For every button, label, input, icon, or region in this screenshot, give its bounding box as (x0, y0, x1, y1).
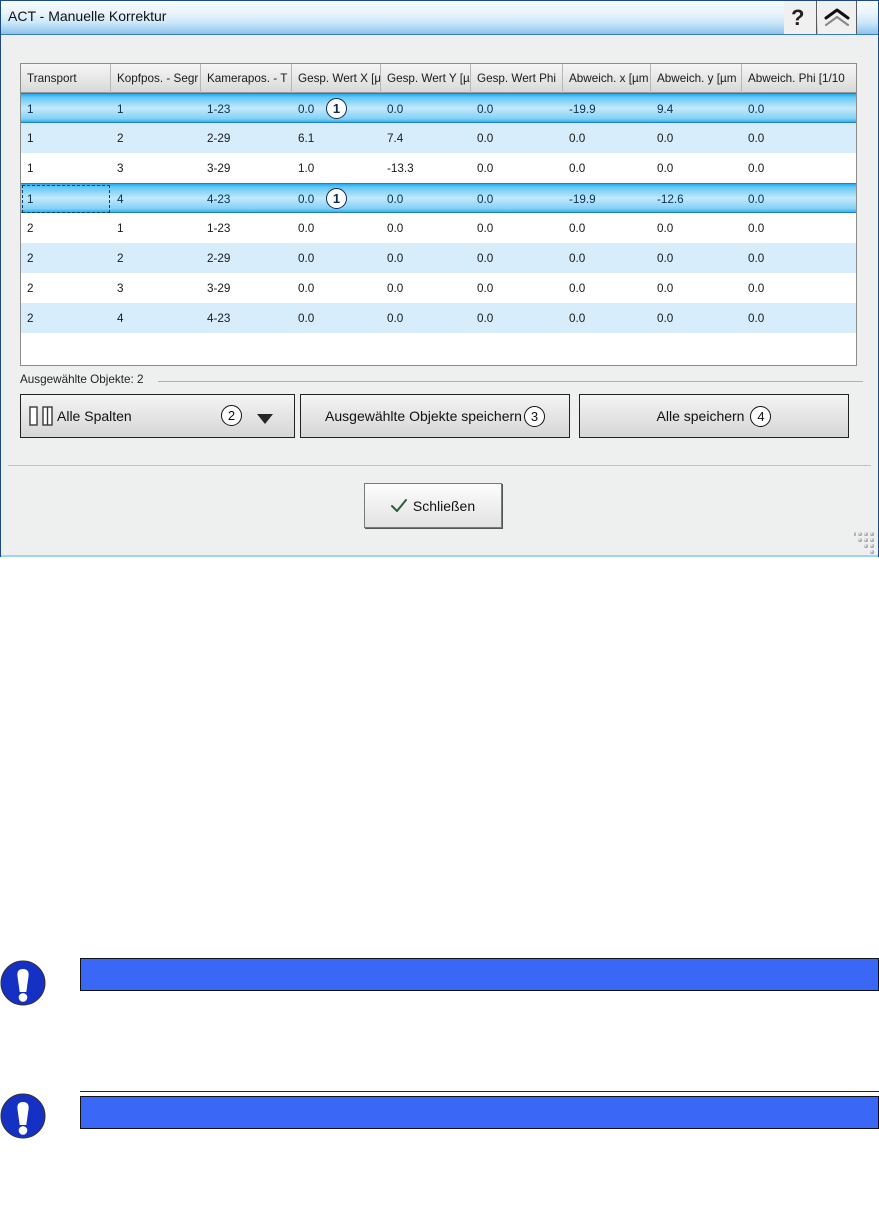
svg-text:?: ? (791, 5, 804, 30)
